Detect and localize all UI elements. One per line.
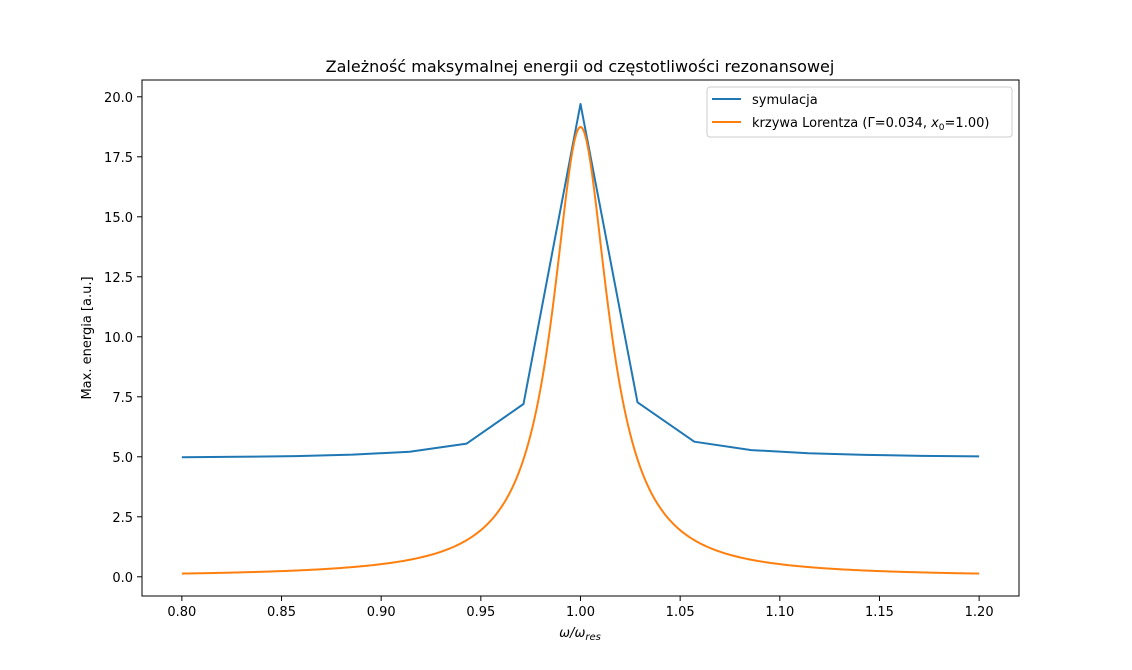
plot-lines bbox=[181, 103, 980, 575]
y-tick-label: 12.5 bbox=[104, 271, 133, 286]
x-tick-label: 1.05 bbox=[666, 605, 695, 620]
legend-box bbox=[706, 86, 1013, 138]
x-tick-label: 1.20 bbox=[965, 605, 994, 620]
x-tick-label: 1.10 bbox=[765, 605, 794, 620]
y-tick-label: 7.5 bbox=[112, 391, 133, 406]
y-tick-label: 10.0 bbox=[104, 331, 133, 346]
x-tick-label: 1.15 bbox=[865, 605, 894, 620]
y-tick-label: 2.5 bbox=[112, 511, 133, 526]
legend-label-lorentz: krzywa Lorentza (Γ=0.034, x0=1.00) bbox=[752, 116, 989, 133]
legend: symulacja krzywa Lorentza (Γ=0.034, x0=1… bbox=[706, 86, 1013, 138]
legend-label-lorentz-var: x bbox=[930, 116, 939, 131]
x-tick-label: 0.90 bbox=[367, 605, 396, 620]
x-tick-label: 0.95 bbox=[466, 605, 495, 620]
legend-label-symulacja: symulacja bbox=[752, 93, 818, 108]
x-axis-label: ω/ωres bbox=[559, 626, 601, 643]
y-tick-label: 20.0 bbox=[104, 91, 133, 106]
y-tick-label: 17.5 bbox=[104, 151, 133, 166]
x-axis-label-subscript: res bbox=[585, 632, 600, 643]
y-tick-label: 15.0 bbox=[104, 211, 133, 226]
x-tick-label: 1.00 bbox=[566, 605, 595, 620]
y-tick-label: 0.0 bbox=[112, 571, 133, 586]
y-axis-label: Max. energia [a.u.] bbox=[80, 276, 95, 399]
y-axis: 0.0 2.5 5.0 7.5 10.0 12.5 15.0 17.5 20.0 bbox=[104, 91, 142, 586]
series-symulacja-line bbox=[181, 103, 980, 459]
legend-label-lorentz-suffix: =1.00) bbox=[945, 116, 990, 131]
y-tick-label: 5.0 bbox=[112, 451, 133, 466]
legend-label-lorentz-prefix: krzywa Lorentza (Γ=0.034, bbox=[752, 116, 931, 131]
x-axis: 0.80 0.85 0.90 0.95 1.00 1.05 1.10 1.15 1.20 bbox=[167, 596, 994, 620]
x-tick-label: 0.80 bbox=[167, 605, 196, 620]
chart-title: Zależność maksymalnej energii od częstot… bbox=[326, 57, 835, 76]
x-tick-label: 0.85 bbox=[267, 605, 296, 620]
x-axis-label-base: ω/ω bbox=[559, 626, 585, 641]
series-lorentz-line bbox=[181, 125, 980, 575]
legend-label-lorentz-sub: 0 bbox=[939, 123, 945, 133]
